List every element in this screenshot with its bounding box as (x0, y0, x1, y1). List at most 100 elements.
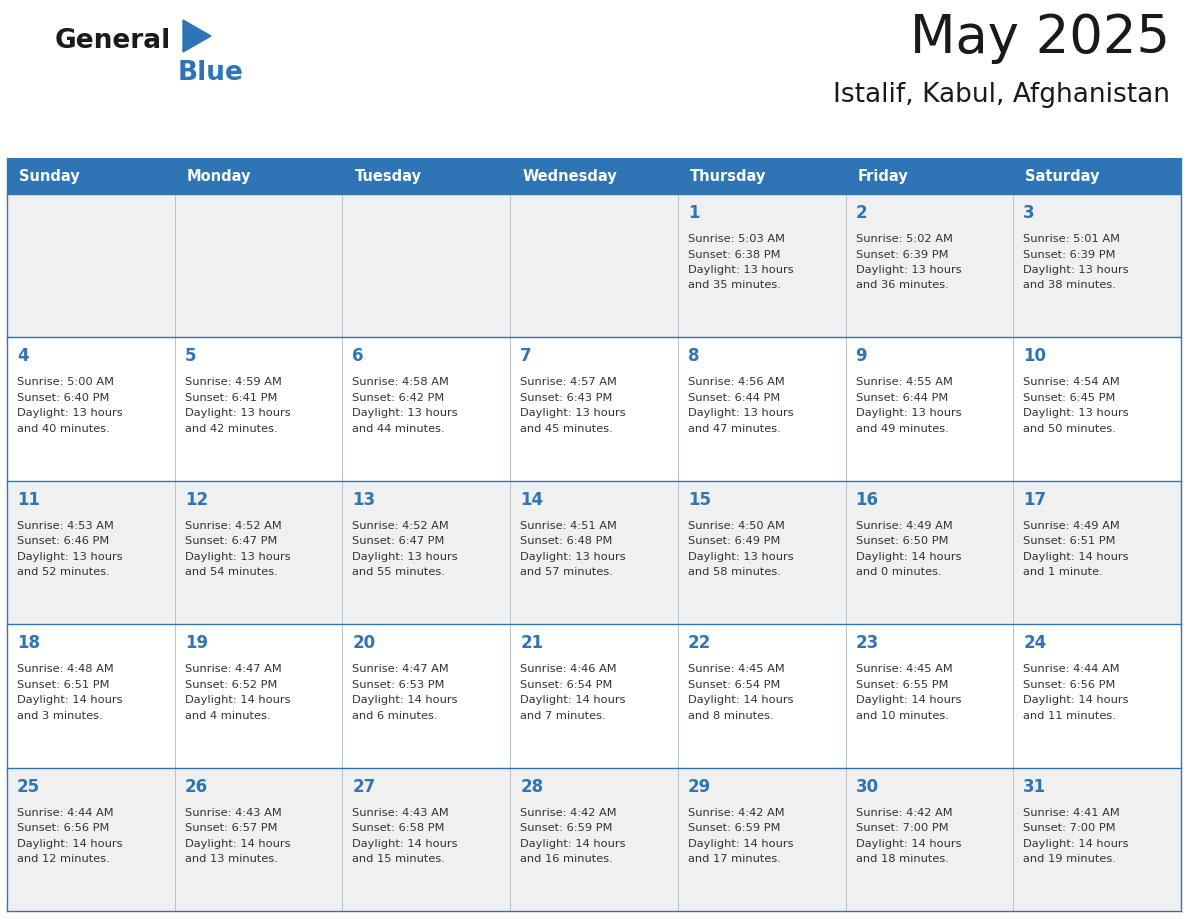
Text: Sunset: 6:52 PM: Sunset: 6:52 PM (184, 679, 277, 689)
Text: Daylight: 14 hours: Daylight: 14 hours (184, 695, 290, 705)
Bar (7, 624, 1181, 767)
Text: Sunset: 6:38 PM: Sunset: 6:38 PM (688, 250, 781, 260)
Text: Sunrise: 4:42 AM: Sunrise: 4:42 AM (520, 808, 617, 818)
Text: Daylight: 14 hours: Daylight: 14 hours (855, 839, 961, 848)
Bar (7, 194, 1181, 338)
Text: 17: 17 (1023, 491, 1047, 509)
Text: Daylight: 13 hours: Daylight: 13 hours (520, 552, 626, 562)
Text: 6: 6 (353, 347, 364, 365)
Text: Daylight: 13 hours: Daylight: 13 hours (688, 409, 794, 419)
Text: Daylight: 13 hours: Daylight: 13 hours (1023, 265, 1129, 275)
Text: Daylight: 14 hours: Daylight: 14 hours (353, 695, 457, 705)
Text: 24: 24 (1023, 634, 1047, 652)
Text: 22: 22 (688, 634, 712, 652)
Text: Daylight: 13 hours: Daylight: 13 hours (855, 409, 961, 419)
Text: and 49 minutes.: and 49 minutes. (855, 424, 948, 434)
Text: Sunrise: 4:42 AM: Sunrise: 4:42 AM (688, 808, 784, 818)
Bar (7, 158, 1181, 194)
Text: and 40 minutes.: and 40 minutes. (17, 424, 109, 434)
Text: 13: 13 (353, 491, 375, 509)
Text: Sunset: 6:44 PM: Sunset: 6:44 PM (688, 393, 781, 403)
Bar (7, 767, 1181, 911)
Text: 19: 19 (184, 634, 208, 652)
Text: and 18 minutes.: and 18 minutes. (855, 854, 948, 864)
Text: Sunrise: 5:01 AM: Sunrise: 5:01 AM (1023, 234, 1120, 244)
Text: Daylight: 14 hours: Daylight: 14 hours (1023, 839, 1129, 848)
Text: 30: 30 (855, 778, 879, 796)
Text: Sunrise: 4:52 AM: Sunrise: 4:52 AM (353, 521, 449, 531)
Text: Sunrise: 5:03 AM: Sunrise: 5:03 AM (688, 234, 785, 244)
Text: Sunset: 6:50 PM: Sunset: 6:50 PM (855, 536, 948, 546)
Text: 12: 12 (184, 491, 208, 509)
Text: 23: 23 (855, 634, 879, 652)
Text: and 0 minutes.: and 0 minutes. (855, 567, 941, 577)
Text: Sunrise: 4:50 AM: Sunrise: 4:50 AM (688, 521, 785, 531)
Text: Sunrise: 5:00 AM: Sunrise: 5:00 AM (17, 377, 114, 387)
Text: and 55 minutes.: and 55 minutes. (353, 567, 446, 577)
Text: 27: 27 (353, 778, 375, 796)
Text: and 6 minutes.: and 6 minutes. (353, 711, 438, 721)
Text: 29: 29 (688, 778, 712, 796)
Text: and 7 minutes.: and 7 minutes. (520, 711, 606, 721)
Bar (7, 481, 1181, 624)
Text: and 16 minutes.: and 16 minutes. (520, 854, 613, 864)
Text: and 44 minutes.: and 44 minutes. (353, 424, 446, 434)
Text: 1: 1 (688, 204, 700, 222)
Text: Sunrise: 4:59 AM: Sunrise: 4:59 AM (184, 377, 282, 387)
Text: Friday: Friday (858, 169, 909, 184)
Text: Saturday: Saturday (1025, 169, 1100, 184)
Text: 28: 28 (520, 778, 543, 796)
Text: and 54 minutes.: and 54 minutes. (184, 567, 278, 577)
Text: Sunset: 6:39 PM: Sunset: 6:39 PM (855, 250, 948, 260)
Text: Sunset: 6:47 PM: Sunset: 6:47 PM (353, 536, 444, 546)
Text: Sunrise: 4:47 AM: Sunrise: 4:47 AM (184, 665, 282, 674)
Text: Sunrise: 4:55 AM: Sunrise: 4:55 AM (855, 377, 953, 387)
Text: Daylight: 13 hours: Daylight: 13 hours (1023, 409, 1129, 419)
Text: Daylight: 13 hours: Daylight: 13 hours (184, 409, 290, 419)
Text: Sunset: 6:45 PM: Sunset: 6:45 PM (1023, 393, 1116, 403)
Text: Sunset: 6:44 PM: Sunset: 6:44 PM (855, 393, 948, 403)
Text: Daylight: 14 hours: Daylight: 14 hours (520, 839, 626, 848)
Text: and 11 minutes.: and 11 minutes. (1023, 711, 1117, 721)
Text: Sunrise: 4:58 AM: Sunrise: 4:58 AM (353, 377, 449, 387)
Text: Sunset: 6:43 PM: Sunset: 6:43 PM (520, 393, 613, 403)
Text: Daylight: 13 hours: Daylight: 13 hours (688, 265, 794, 275)
Text: Thursday: Thursday (690, 169, 766, 184)
Text: Sunrise: 4:44 AM: Sunrise: 4:44 AM (17, 808, 114, 818)
Text: Daylight: 13 hours: Daylight: 13 hours (17, 409, 122, 419)
Text: Sunrise: 4:49 AM: Sunrise: 4:49 AM (855, 521, 953, 531)
Text: 31: 31 (1023, 778, 1047, 796)
Text: Sunrise: 4:49 AM: Sunrise: 4:49 AM (1023, 521, 1120, 531)
Text: and 3 minutes.: and 3 minutes. (17, 711, 102, 721)
Text: Blue: Blue (178, 60, 244, 86)
Text: Daylight: 13 hours: Daylight: 13 hours (688, 552, 794, 562)
Text: 10: 10 (1023, 347, 1047, 365)
Text: Daylight: 13 hours: Daylight: 13 hours (17, 552, 122, 562)
Text: and 57 minutes.: and 57 minutes. (520, 567, 613, 577)
Text: Daylight: 14 hours: Daylight: 14 hours (520, 695, 626, 705)
Text: Sunrise: 4:46 AM: Sunrise: 4:46 AM (520, 665, 617, 674)
Text: Sunrise: 4:51 AM: Sunrise: 4:51 AM (520, 521, 617, 531)
Text: Sunset: 6:56 PM: Sunset: 6:56 PM (1023, 679, 1116, 689)
Text: Sunset: 6:54 PM: Sunset: 6:54 PM (688, 679, 781, 689)
Text: and 4 minutes.: and 4 minutes. (184, 711, 270, 721)
Text: Sunrise: 4:52 AM: Sunrise: 4:52 AM (184, 521, 282, 531)
Text: and 12 minutes.: and 12 minutes. (17, 854, 109, 864)
Polygon shape (183, 20, 211, 52)
Text: Sunset: 7:00 PM: Sunset: 7:00 PM (1023, 823, 1116, 834)
Text: Sunset: 6:54 PM: Sunset: 6:54 PM (520, 679, 613, 689)
Text: and 58 minutes.: and 58 minutes. (688, 567, 781, 577)
Text: Sunday: Sunday (19, 169, 80, 184)
Text: and 17 minutes.: and 17 minutes. (688, 854, 781, 864)
Text: Istalif, Kabul, Afghanistan: Istalif, Kabul, Afghanistan (833, 82, 1170, 108)
Text: Sunrise: 4:57 AM: Sunrise: 4:57 AM (520, 377, 617, 387)
Text: 16: 16 (855, 491, 879, 509)
Text: 3: 3 (1023, 204, 1035, 222)
Text: 25: 25 (17, 778, 40, 796)
Text: Daylight: 14 hours: Daylight: 14 hours (1023, 552, 1129, 562)
Text: 18: 18 (17, 634, 40, 652)
Text: and 38 minutes.: and 38 minutes. (1023, 281, 1117, 290)
Text: Wednesday: Wednesday (523, 169, 617, 184)
Text: Daylight: 14 hours: Daylight: 14 hours (855, 695, 961, 705)
Text: 11: 11 (17, 491, 40, 509)
